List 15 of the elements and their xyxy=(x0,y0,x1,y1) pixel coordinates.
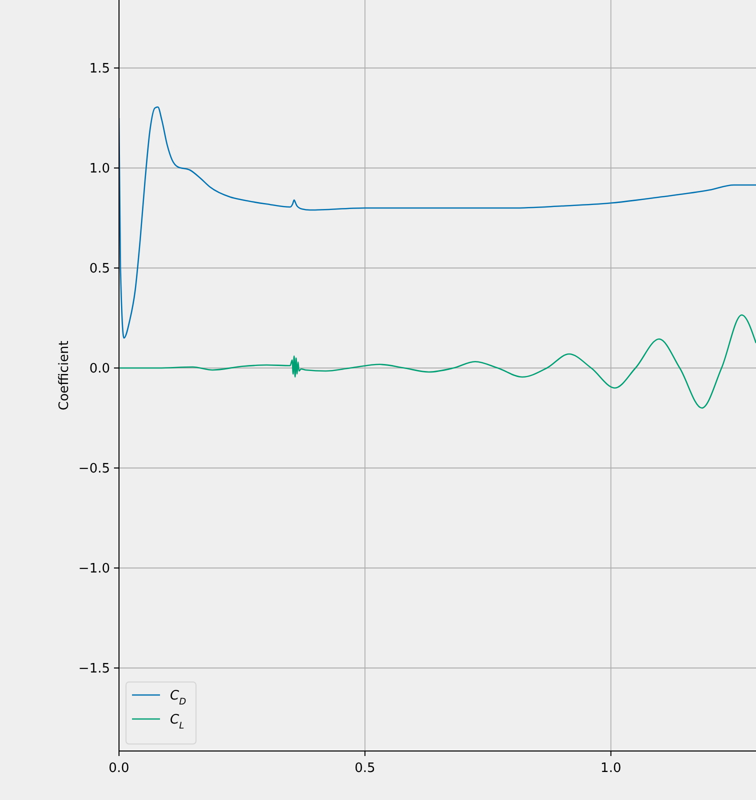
y-tick-label: −0.5 xyxy=(78,462,110,477)
x-tick-label: 0.0 xyxy=(108,761,130,776)
y-tick-label: 1.0 xyxy=(89,162,110,177)
y-tick-label: 0.0 xyxy=(89,362,110,377)
y-tick-label: −1.5 xyxy=(78,662,110,677)
y-tick-label: −1.0 xyxy=(78,562,110,577)
legend-label: C$_{L}$ xyxy=(170,712,184,732)
y-tick-label: 0.5 xyxy=(89,262,110,277)
y-axis-title: Coefficient xyxy=(57,340,72,410)
legend-label: C$_{D}$ xyxy=(170,688,186,708)
line-series xyxy=(119,314,756,409)
y-tick-label: 1.5 xyxy=(89,62,110,77)
x-tick-label: 0.5 xyxy=(354,761,376,776)
x-tick-label: 1.0 xyxy=(600,761,622,776)
line-series xyxy=(119,106,756,339)
